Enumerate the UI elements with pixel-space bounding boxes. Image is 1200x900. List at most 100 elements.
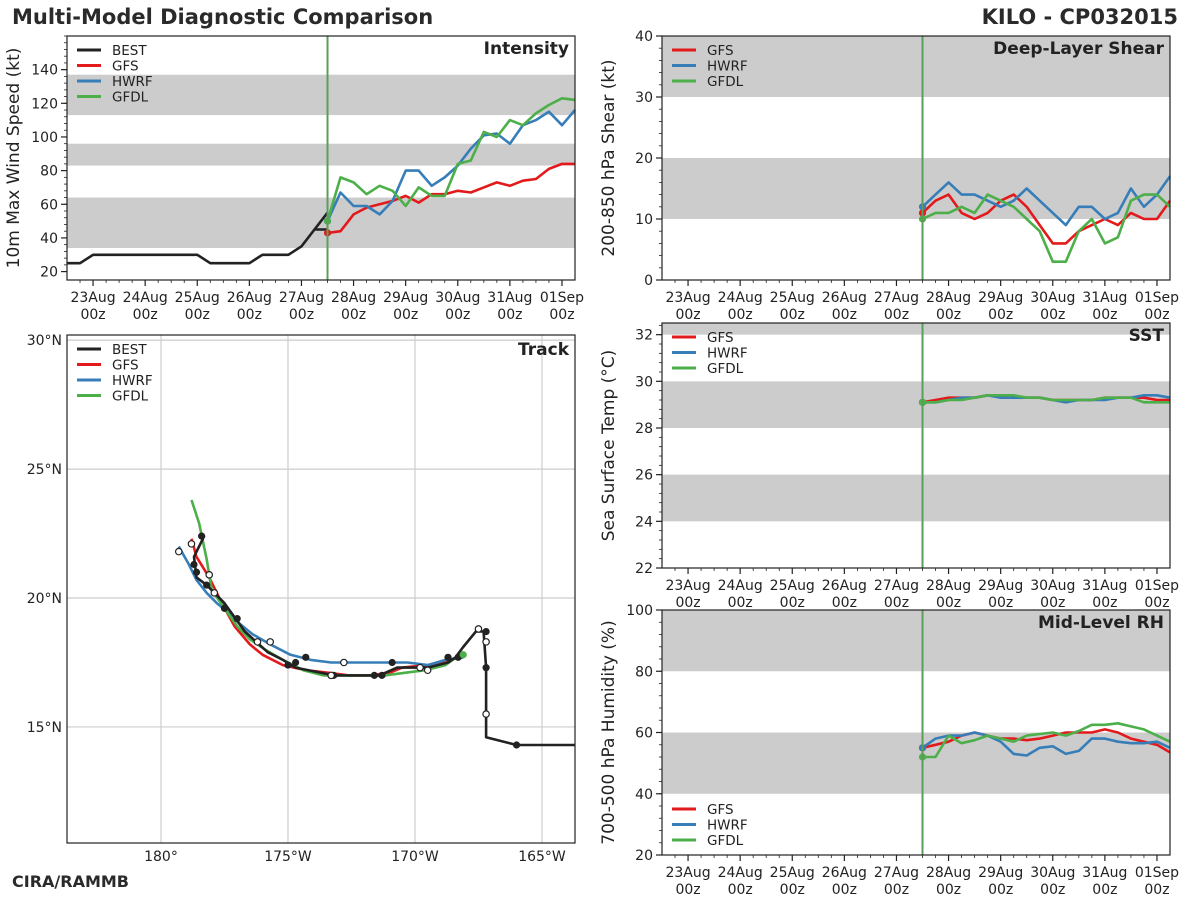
track-position-marker-open: [482, 638, 490, 646]
x-tick-label: 00z: [988, 307, 1013, 323]
x-tick-label: 31Aug: [1082, 865, 1127, 881]
x-tick-label: 27Aug: [874, 290, 919, 306]
y-tick-label: 30: [635, 90, 653, 106]
x-tick-label: 24Aug: [718, 578, 763, 594]
y-tick-label: 15°N: [27, 720, 62, 736]
intensity-band: [662, 610, 1170, 672]
x-tick-label: 180°: [144, 849, 178, 865]
gfs-series-line: [921, 193, 1172, 245]
x-tick-label: 00z: [936, 882, 961, 898]
track-position-marker: [292, 658, 300, 667]
x-tick-label: 24Aug: [718, 865, 763, 881]
intensity-band: [662, 36, 1170, 97]
y-tick-label: 28: [635, 421, 653, 437]
x-tick-label: 00z: [728, 595, 753, 611]
x-tick-label: 27Aug: [874, 865, 919, 881]
x-tick-label: 25Aug: [770, 290, 815, 306]
x-tick-label: 00z: [675, 595, 700, 611]
x-tick-label: 25Aug: [175, 290, 220, 306]
x-tick-label: 00z: [988, 882, 1013, 898]
panel-title: Deep-Layer Shear: [993, 39, 1164, 59]
intensity-band: [662, 732, 1170, 794]
x-tick-label: 24Aug: [123, 290, 168, 306]
gfdl-series-line: [922, 721, 1171, 759]
x-tick-label: 25Aug: [770, 865, 815, 881]
x-tick-label: 30Aug: [1030, 865, 1075, 881]
track-position-marker-open: [205, 571, 214, 579]
x-tick-label: 00z: [936, 307, 961, 323]
x-tick-label: 00z: [832, 307, 857, 323]
x-tick-label: 00z: [832, 882, 857, 898]
x-tick-label: 00z: [1092, 882, 1117, 898]
y-tick-label: 20: [635, 151, 653, 167]
panel-title: SST: [1129, 326, 1165, 346]
y-tick-label: 10: [635, 212, 653, 228]
intensity-panel: 2040608010012014023Aug00z24Aug00z25Aug00…: [4, 35, 584, 323]
intensity-band: [67, 74, 575, 116]
x-tick-label: 26Aug: [822, 578, 867, 594]
y-axis-label: 700-500 hPa Humidity (%): [599, 620, 619, 844]
hwrf-track-line: [177, 545, 464, 667]
x-tick-label: 00z: [289, 307, 314, 323]
x-tick-label: 00z: [832, 595, 857, 611]
y-tick-label: 120: [31, 96, 58, 112]
y-tick-label: 0: [644, 273, 653, 289]
track-position-marker-open: [327, 671, 335, 680]
x-tick-label: 170°W: [391, 849, 439, 865]
storm-id: KILO - CP032015: [981, 5, 1178, 29]
best-series-line: [313, 211, 329, 231]
legend-label: GFS: [112, 358, 139, 374]
y-tick-label: 100: [626, 603, 653, 619]
track-position-marker: [192, 568, 201, 576]
x-tick-label: 28Aug: [926, 578, 971, 594]
y-tick-label: 40: [635, 787, 653, 803]
track-position-marker: [482, 664, 490, 672]
gfs-track-line: [190, 538, 464, 677]
x-tick-label: 00z: [780, 595, 805, 611]
y-tick-label: 22: [635, 561, 653, 577]
rh-panel: 2040608010023Aug00z24Aug00z25Aug00z26Aug…: [599, 603, 1179, 898]
x-tick-label: 01Sep: [1135, 578, 1179, 594]
x-tick-label: 00z: [936, 595, 961, 611]
x-tick-label: 29Aug: [978, 290, 1023, 306]
x-tick-label: 31Aug: [487, 290, 532, 306]
track-position-marker: [284, 661, 292, 669]
intensity-band: [662, 158, 1170, 219]
legend-label: GFS: [707, 802, 734, 818]
panel-title: Intensity: [484, 39, 569, 59]
gfdl-init-point: [459, 651, 467, 659]
x-tick-label: 29Aug: [978, 865, 1023, 881]
plot-frame: [66, 35, 576, 281]
page-title: Multi-Model Diagnostic Comparison: [12, 5, 434, 29]
track-position-marker-open: [340, 658, 348, 667]
track-position-marker: [378, 671, 386, 679]
x-tick-label: 00z: [185, 307, 210, 323]
y-tick-label: 60: [40, 197, 58, 213]
y-tick-label: 140: [31, 63, 58, 79]
intensity-band: [662, 381, 1170, 428]
panel-title: Mid-Level RH: [1038, 613, 1164, 633]
x-tick-label: 27Aug: [279, 290, 324, 306]
plot-frame: [66, 334, 576, 844]
x-tick-label: 00z: [884, 307, 909, 323]
legend-label: HWRF: [112, 74, 153, 90]
x-tick-label: 00z: [1144, 307, 1169, 323]
y-tick-label: 26: [635, 468, 653, 484]
legend-label: BEST: [112, 342, 147, 358]
x-tick-label: 175°W: [264, 849, 312, 865]
x-tick-label: 25Aug: [770, 578, 815, 594]
y-tick-label: 30: [635, 374, 653, 390]
panel-title: Track: [518, 340, 570, 360]
y-tick-label: 20: [635, 848, 653, 864]
intensity-band: [662, 323, 1170, 335]
legend-label: GFDL: [707, 361, 744, 377]
y-tick-label: 20°N: [27, 591, 62, 607]
legend-label: GFDL: [707, 74, 744, 90]
x-tick-label: 28Aug: [331, 290, 376, 306]
track-position-marker: [370, 671, 378, 679]
x-tick-label: 00z: [237, 307, 262, 323]
track-position-marker: [388, 658, 396, 667]
x-tick-label: 00z: [728, 307, 753, 323]
x-tick-label: 00z: [1144, 595, 1169, 611]
track-position-marker-open: [266, 638, 275, 646]
